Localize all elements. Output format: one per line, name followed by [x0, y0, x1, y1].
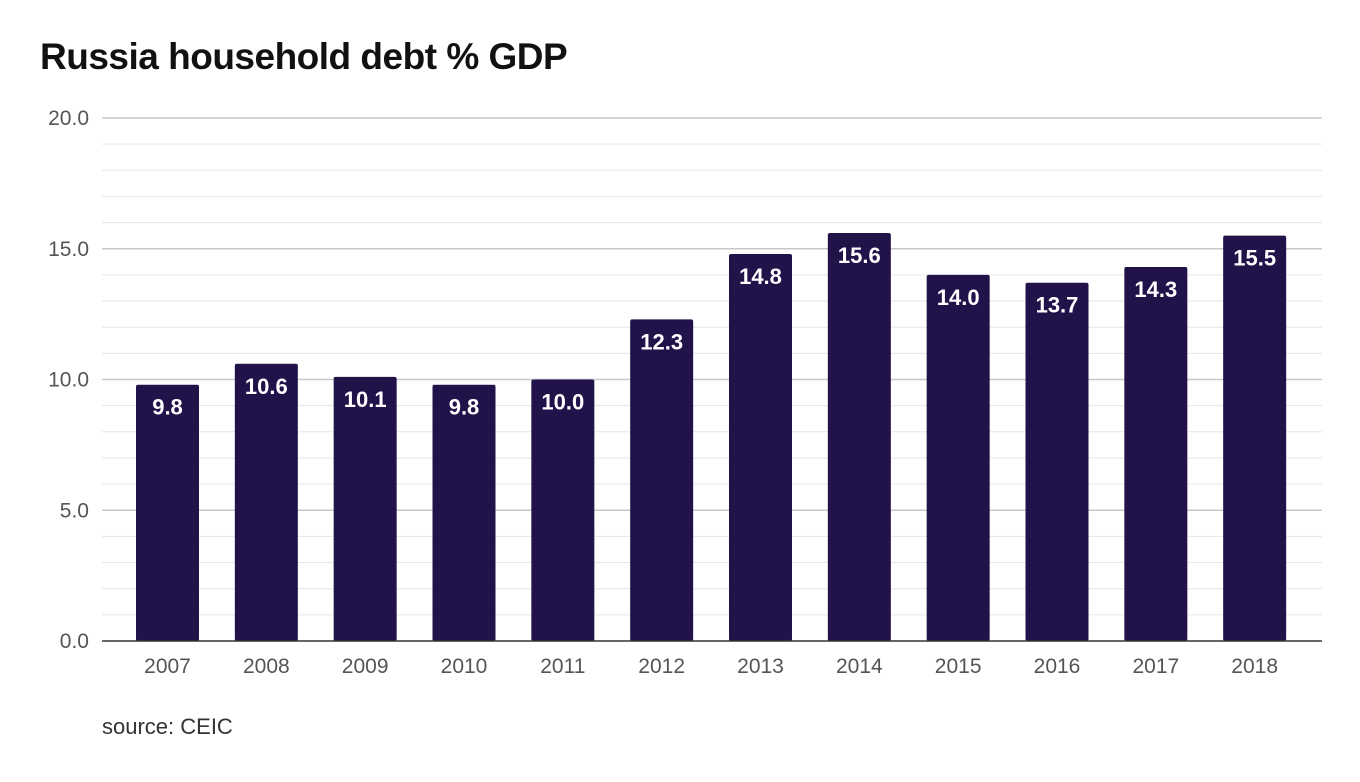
x-tick-label: 2017 [1132, 655, 1179, 678]
gridlines [102, 117, 1322, 616]
data-label-2014: 15.6 [838, 243, 881, 268]
data-label-2010: 9.8 [449, 395, 480, 420]
x-tick-label: 2014 [836, 655, 883, 678]
bar-2012 [630, 319, 694, 641]
x-tick-label: 2008 [243, 655, 290, 678]
data-label-2016: 13.7 [1036, 293, 1079, 318]
x-tick-label: 2007 [144, 655, 191, 678]
data-label-2017: 14.3 [1134, 277, 1177, 302]
x-tick-label: 2016 [1034, 655, 1081, 678]
data-label-2008: 10.6 [245, 374, 288, 399]
x-tick-label: 2009 [342, 655, 389, 678]
data-label-2015: 14.0 [937, 285, 980, 310]
x-tick-label: 2011 [540, 655, 585, 678]
data-label-2011: 10.0 [541, 390, 584, 415]
x-axis: 2007 2008 2009 2010 2011 2012 2013 2014 2015 2016… [102, 640, 1322, 678]
data-label-2018: 15.5 [1233, 246, 1276, 271]
x-tick-label: 2013 [737, 655, 784, 678]
y-tick-label: 15.0 [48, 238, 89, 261]
y-tick-label: 20.0 [48, 107, 89, 130]
chart-title: Russia household debt % GDP [40, 36, 568, 77]
bars [136, 233, 1287, 642]
x-tick-label: 2010 [441, 655, 488, 678]
bar-2007 [136, 384, 199, 641]
bar-2017 [1124, 267, 1188, 641]
x-tick-label: 2015 [935, 655, 982, 678]
bar-2008 [234, 363, 298, 641]
bar-2010 [432, 384, 496, 641]
data-labels: 9.8 10.6 10.1 9.8 10.0 12.3 14.8 15.6 14.0 13.7 14… [152, 243, 1276, 420]
y-tick-label: 5.0 [60, 499, 89, 522]
y-tick-label: 10.0 [48, 369, 89, 392]
data-label-2013: 14.8 [739, 264, 782, 289]
bar-2014 [827, 233, 891, 641]
bar-chart: 0.0 5.0 10.0 15.0 20.0 9.8 10.6 10.1 9.8 10.0 12.… [48, 107, 1322, 678]
x-tick-label: 2012 [638, 655, 685, 678]
data-label-2007: 9.8 [152, 395, 183, 420]
x-tick-label: 2018 [1231, 655, 1278, 678]
data-label-2012: 12.3 [640, 329, 683, 354]
bar-2016 [1025, 282, 1089, 641]
bar-2013 [729, 253, 792, 642]
data-label-2009: 10.1 [344, 387, 387, 412]
bar-2011 [531, 379, 595, 641]
bar-2018 [1223, 235, 1287, 642]
y-tick-label: 0.0 [60, 630, 89, 653]
bar-2009 [333, 376, 397, 641]
source-note: source: CEIC [102, 714, 233, 739]
bar-2015 [926, 274, 990, 641]
y-axis: 0.0 5.0 10.0 15.0 20.0 [48, 107, 89, 653]
